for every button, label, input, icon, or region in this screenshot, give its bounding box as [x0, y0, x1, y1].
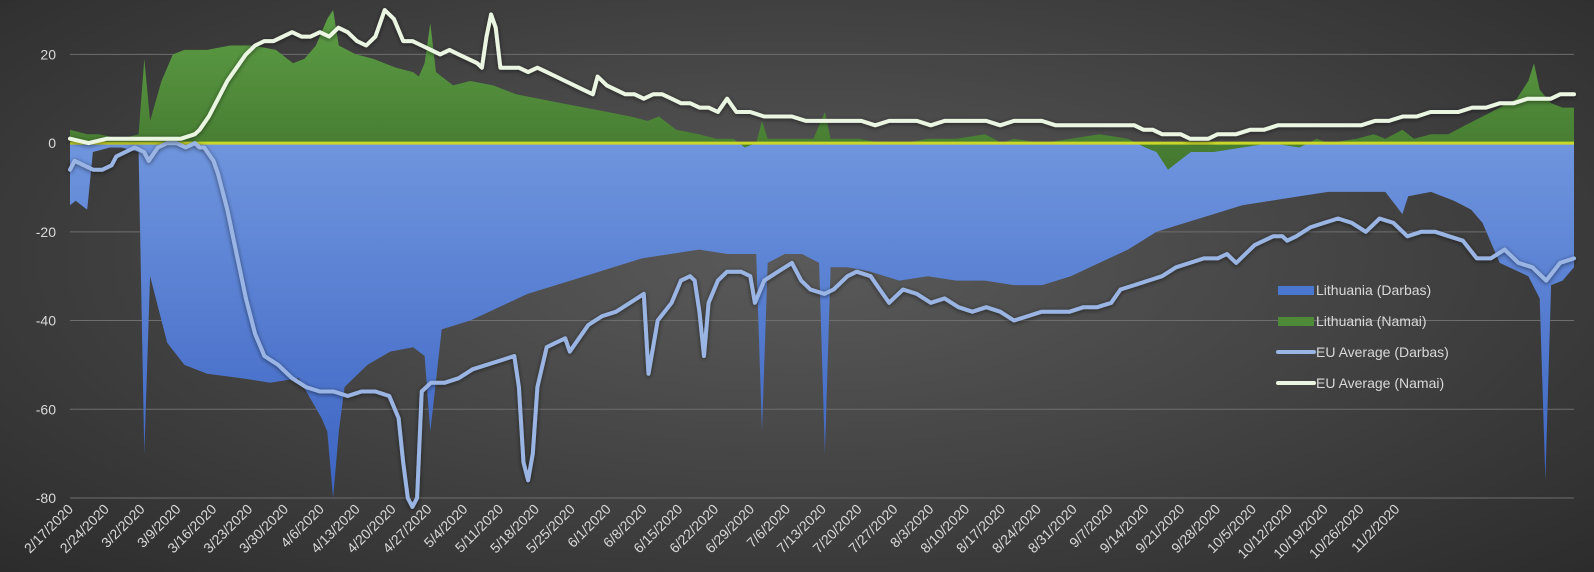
- area-series: [70, 10, 1574, 498]
- legend-label: Lithuania (Darbas): [1316, 282, 1431, 298]
- y-tick-label: 0: [48, 135, 56, 151]
- area-series-lithuania-namai: [70, 10, 1574, 170]
- y-tick-label: 20: [40, 46, 56, 62]
- area-series-lithuania-darbas: [70, 143, 1574, 498]
- y-tick-label: -40: [36, 313, 56, 329]
- legend-label: Lithuania (Namai): [1316, 313, 1427, 329]
- line-series-eu-average-namai: [68, 8, 1576, 146]
- line-series: [68, 8, 1576, 509]
- legend-label: EU Average (Darbas): [1316, 344, 1449, 360]
- legend-swatch: [1278, 286, 1314, 295]
- y-tick-label: -60: [36, 401, 56, 417]
- y-axis-tick-labels: 20 0 -20 -40 -60 -80: [36, 46, 56, 506]
- y-tick-label: -80: [36, 490, 56, 506]
- legend: Lithuania (Darbas) Lithuania (Namai) EU Av…: [1276, 282, 1449, 391]
- legend-swatch: [1278, 317, 1314, 326]
- x-axis-tick-labels: 2/17/20202/24/20203/2/20203/9/20203/16/2…: [21, 501, 1403, 562]
- legend-label: EU Average (Namai): [1316, 375, 1444, 391]
- y-tick-label: -20: [36, 224, 56, 240]
- line-series-eu-average-darbas: [68, 141, 1576, 509]
